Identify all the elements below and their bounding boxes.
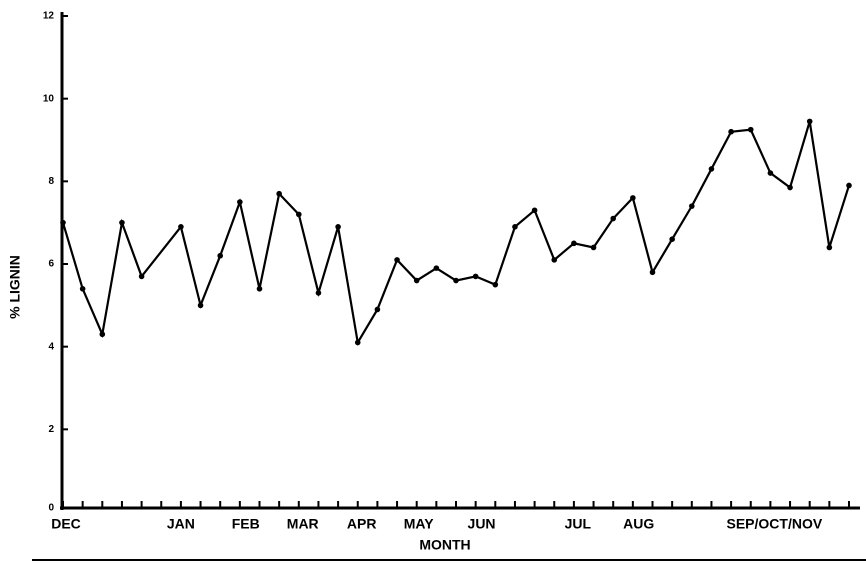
data-point [806, 118, 813, 125]
data-point [119, 219, 125, 226]
data-point [728, 128, 734, 135]
data-point [846, 182, 852, 189]
y-tick-label: 4 [48, 341, 54, 352]
x-tick-label: FEB [232, 516, 260, 532]
data-point [335, 224, 341, 230]
data-point [217, 252, 223, 259]
data-point [630, 195, 636, 201]
data-point [79, 286, 86, 292]
data-point [374, 306, 381, 313]
data-point [826, 244, 833, 251]
x-tick-label: APR [347, 516, 377, 532]
data-point [256, 286, 263, 292]
data-point [571, 240, 577, 247]
data-point [669, 236, 675, 242]
data-point [354, 339, 361, 346]
y-tick-label: 2 [48, 424, 54, 435]
data-point [433, 265, 440, 271]
data-point [237, 199, 243, 205]
x-tick-label: JAN [167, 516, 195, 532]
x-tick-label: JUN [468, 516, 496, 532]
data-point [590, 244, 597, 251]
y-tick-label: 0 [48, 503, 54, 514]
data-line [61, 121, 851, 346]
x-tick-label: MAY [404, 516, 434, 532]
data-point [787, 184, 793, 191]
data-point [531, 207, 538, 214]
data-point [747, 126, 754, 133]
data-point [99, 331, 106, 338]
x-tick-label: SEP/OCT/NOV [726, 516, 822, 532]
data-point [453, 277, 459, 284]
data-point [472, 273, 479, 280]
y-tick-label: 6 [48, 259, 54, 270]
x-tick-label: JUL [565, 516, 592, 532]
y-tick-label: 8 [48, 176, 54, 187]
data-point [610, 215, 616, 222]
data-point [512, 224, 518, 230]
data-point [178, 224, 184, 230]
data-point [551, 257, 558, 263]
data-point [394, 257, 400, 263]
data-point [296, 211, 302, 218]
data-point [276, 190, 282, 197]
x-axis-label: MONTH [419, 537, 470, 553]
data-point [492, 281, 499, 288]
x-tick-label: DEC [51, 516, 81, 532]
y-tick-label: 12 [43, 11, 55, 22]
data-point [315, 290, 322, 296]
data-point [649, 269, 656, 276]
data-point [413, 277, 420, 284]
data-point [138, 273, 145, 280]
x-tick-label: MAR [287, 516, 319, 532]
x-tick-label: AUG [623, 516, 654, 532]
data-point [689, 203, 695, 209]
data-point [60, 219, 66, 226]
data-point [708, 166, 715, 172]
y-axis-label: % LIGNIN [7, 255, 23, 319]
data-point [197, 302, 204, 309]
y-tick-label: 10 [43, 93, 55, 104]
data-point [767, 170, 774, 176]
